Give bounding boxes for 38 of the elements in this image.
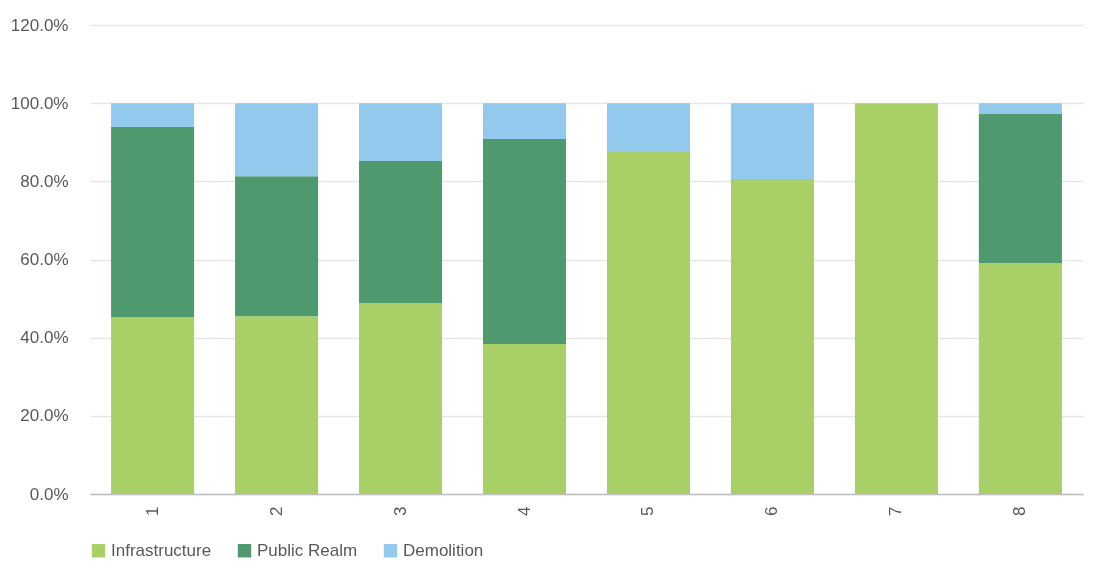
bar — [235, 316, 319, 494]
y-tick-label: 0.0% — [29, 484, 69, 504]
legend-label: Public Realm — [257, 540, 358, 560]
x-tick-label: 7 — [886, 506, 906, 516]
y-tick-label: 80.0% — [20, 171, 69, 191]
x-tick-label: 8 — [1010, 506, 1030, 516]
y-tick-label: 60.0% — [20, 250, 69, 269]
bar — [359, 303, 443, 494]
bar — [359, 103, 443, 162]
bar — [606, 152, 691, 494]
y-tick-label: 20.0% — [20, 406, 69, 426]
bar — [111, 103, 195, 128]
bar — [730, 103, 814, 179]
bar — [978, 114, 1062, 264]
x-tick-label: 4 — [514, 506, 534, 516]
bar — [111, 127, 195, 317]
bar — [606, 103, 691, 153]
bar — [482, 103, 567, 140]
x-tick-label: 2 — [266, 506, 286, 516]
y-tick-label: 100.0% — [10, 93, 69, 113]
x-tick-label: 6 — [762, 506, 782, 516]
bar — [235, 103, 319, 177]
x-tick-label: 3 — [390, 506, 410, 516]
bar — [482, 139, 567, 344]
legend-label: Infrastructure — [111, 540, 212, 560]
x-tick-label: 5 — [638, 506, 658, 516]
y-tick-label: 120.0% — [10, 15, 69, 35]
legend-label: Demolition — [403, 540, 484, 560]
bar — [482, 343, 567, 494]
x-tick-label: 1 — [142, 506, 162, 516]
bar — [235, 176, 319, 317]
bar — [359, 161, 443, 304]
bar — [854, 103, 938, 494]
bar — [111, 316, 195, 494]
bar — [978, 263, 1062, 494]
bar — [730, 178, 814, 494]
bar — [978, 103, 1062, 115]
y-tick-label: 40.0% — [20, 328, 69, 348]
